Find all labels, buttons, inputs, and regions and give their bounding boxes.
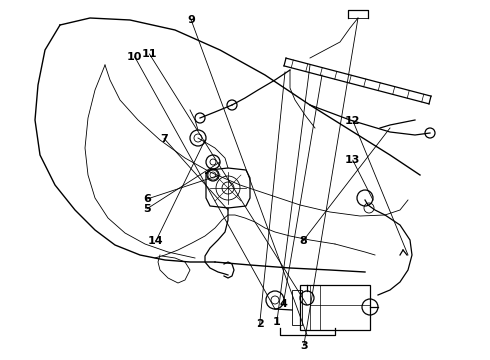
Text: 10: 10 bbox=[127, 52, 143, 62]
Bar bbox=[292, 290, 302, 325]
Text: 7: 7 bbox=[160, 134, 168, 144]
Text: 4: 4 bbox=[279, 299, 287, 309]
Text: 8: 8 bbox=[299, 236, 307, 246]
Text: 14: 14 bbox=[148, 236, 164, 246]
Text: 1: 1 bbox=[273, 317, 281, 327]
Text: 5: 5 bbox=[143, 204, 151, 214]
Text: 13: 13 bbox=[345, 155, 361, 165]
Text: 2: 2 bbox=[256, 319, 264, 329]
Text: 3: 3 bbox=[300, 341, 308, 351]
Text: 11: 11 bbox=[142, 49, 157, 59]
Bar bbox=[300, 285, 370, 330]
Text: 12: 12 bbox=[345, 116, 361, 126]
Text: 6: 6 bbox=[143, 194, 151, 204]
Text: 9: 9 bbox=[187, 15, 195, 25]
